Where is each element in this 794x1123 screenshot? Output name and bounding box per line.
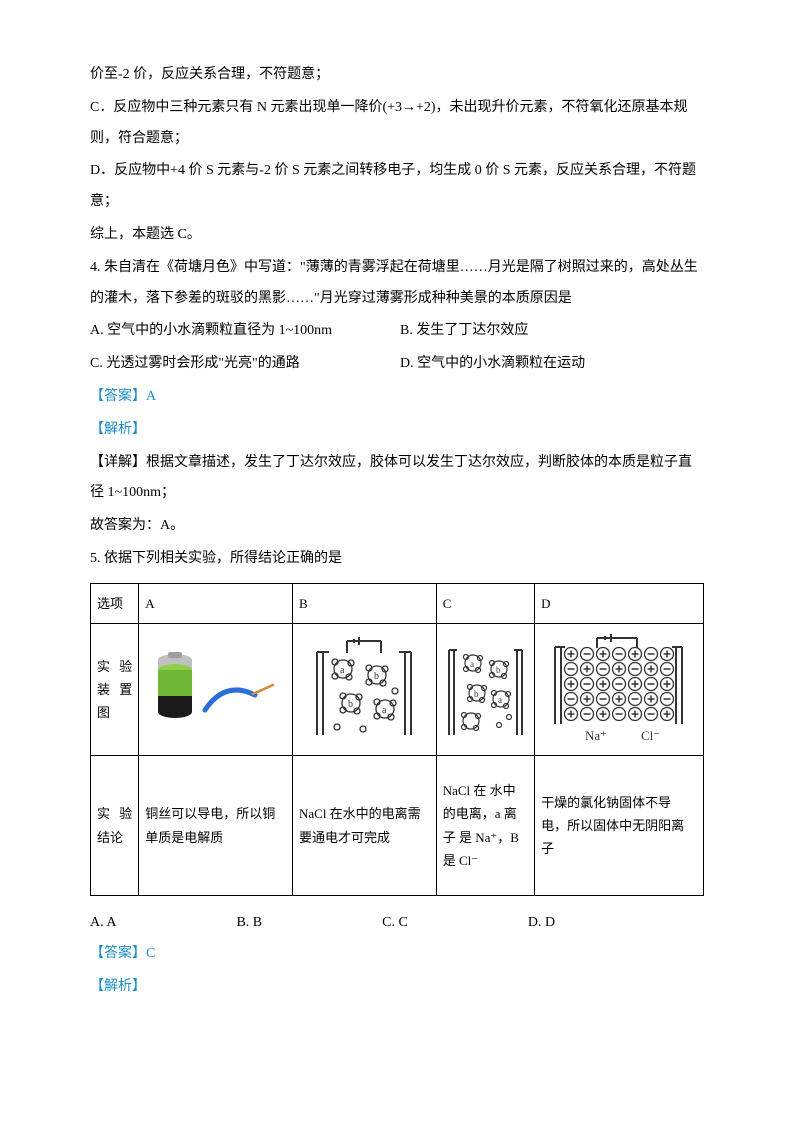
q5-analysis-label: 【解析】 xyxy=(90,972,704,1003)
battery-wire-icon xyxy=(145,640,285,740)
conclusion-a: 铜丝可以导电，所以铜单质是电解质 xyxy=(139,756,293,896)
q5-option-b: B. B xyxy=(236,908,262,939)
device-c: a b b a xyxy=(436,624,534,756)
svg-text:b: b xyxy=(496,665,501,675)
q4-option-c: C. 光透过雾时会形成"光亮"的通路 xyxy=(90,349,400,380)
svg-text:b: b xyxy=(474,689,479,699)
paragraph: 综上，本题选 C。 xyxy=(90,220,704,251)
device-b: a b b a xyxy=(292,624,436,756)
q4-detail: 【详解】根据文章描述，发生了丁达尔效应，胶体可以发生丁达尔效应，判断胶体的本质是… xyxy=(90,448,704,510)
cl-label: Cl⁻ xyxy=(641,728,660,743)
svg-text:b: b xyxy=(348,699,353,710)
svg-text:b: b xyxy=(374,671,379,682)
svg-text:a: a xyxy=(382,705,387,716)
q4-analysis-label: 【解析】 xyxy=(90,415,704,446)
electrolysis-c-icon: a b b a xyxy=(443,635,528,745)
table-header-c: C xyxy=(436,583,534,623)
q4-option-d: D. 空气中的小水滴颗粒在运动 xyxy=(400,349,585,380)
paragraph: C．反应物中三种元素只有 N 元素出现单一降价(+3→+2)，未出现升价元素，不… xyxy=(90,93,704,155)
row-label-conclusion: 实 验 结论 xyxy=(91,756,139,896)
electrolysis-b-icon: a b b a xyxy=(299,635,429,745)
question-5-stem: 5. 依据下列相关实验，所得结论正确的是 xyxy=(90,544,704,575)
nacl-solid-icon: Na⁺ Cl⁻ xyxy=(541,632,696,747)
table-header-d: D xyxy=(535,583,704,623)
conclusion-b: NaCl 在水中的电离需要通电才可完成 xyxy=(292,756,436,896)
q4-answer: 【答案】A xyxy=(90,382,704,413)
q5-option-d: D. D xyxy=(528,908,555,939)
paragraph: D．反应物中+4 价 S 元素与-2 价 S 元素之间转移电子，均生成 0 价 … xyxy=(90,156,704,218)
paragraph: 价至-2 价，反应关系合理，不符题意； xyxy=(90,60,704,91)
svg-text:a: a xyxy=(470,659,474,669)
q5-option-c: C. C xyxy=(382,908,408,939)
table-header-a: A xyxy=(139,583,293,623)
question-4-stem: 4. 朱自清在《荷塘月色》中写道："薄薄的青雾浮起在荷塘里……月光是隔了树照过来… xyxy=(90,253,704,315)
na-label: Na⁺ xyxy=(585,728,607,743)
svg-text:a: a xyxy=(498,695,502,705)
row-label-device: 实 验 装 置 图 xyxy=(91,624,139,756)
q5-options: A. A B. B C. C D. D xyxy=(90,908,704,939)
q4-option-a: A. 空气中的小水滴颗粒直径为 1~100nm xyxy=(90,316,400,347)
device-d: Na⁺ Cl⁻ xyxy=(535,624,704,756)
q4-conclusion: 故答案为：A。 xyxy=(90,511,704,542)
conclusion-c: NaCl 在 水中的电离，a 离 子 是 Na⁺，B 是 Cl⁻ xyxy=(436,756,534,896)
conclusion-d: 干燥的氯化钠固体不导电，所以固体中无阴阳离子 xyxy=(535,756,704,896)
device-a xyxy=(139,624,293,756)
table-header-b: B xyxy=(292,583,436,623)
svg-text:a: a xyxy=(340,665,345,676)
table-header-option: 选项 xyxy=(91,583,139,623)
experiment-table: 选项 A B C D 实 验 装 置 图 xyxy=(90,583,704,896)
q5-answer: 【答案】C xyxy=(90,939,704,970)
q4-option-b: B. 发生了丁达尔效应 xyxy=(400,316,528,347)
q5-option-a: A. A xyxy=(90,908,116,939)
